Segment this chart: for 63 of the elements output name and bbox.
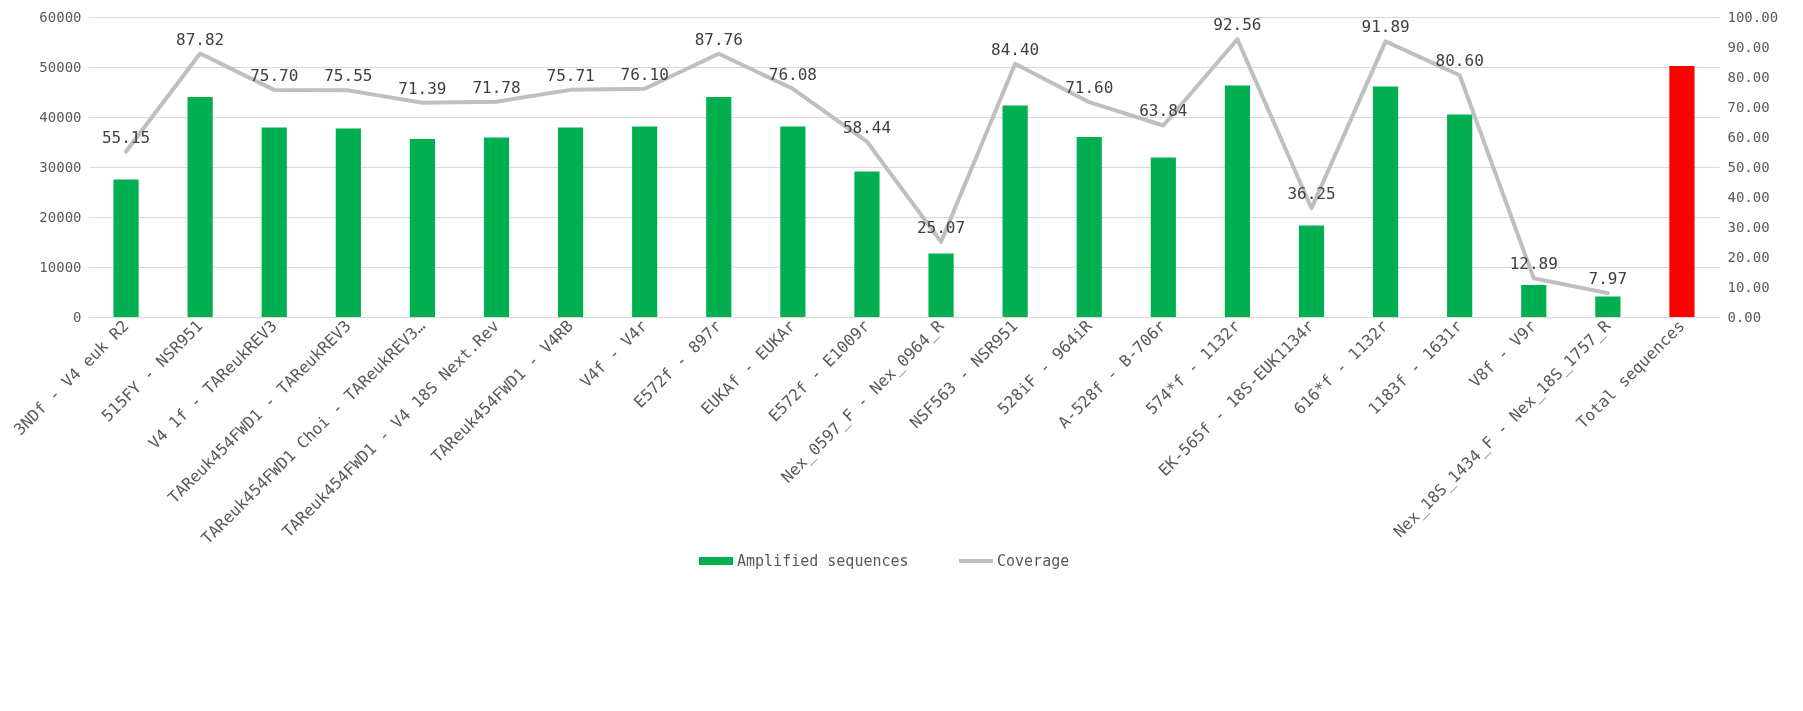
data-label: 84.40 bbox=[991, 39, 1040, 59]
bar bbox=[1595, 296, 1621, 317]
y-tick-label: 30000 bbox=[39, 158, 82, 175]
bar bbox=[558, 127, 584, 317]
bar bbox=[187, 97, 213, 317]
y2-tick-label: 10.00 bbox=[1727, 278, 1770, 295]
data-label: 76.08 bbox=[768, 64, 817, 84]
data-label: 87.76 bbox=[694, 29, 743, 49]
data-label: 80.60 bbox=[1435, 51, 1484, 71]
bar bbox=[1224, 85, 1250, 317]
bar bbox=[1298, 225, 1325, 317]
y2-tick-label: 80.00 bbox=[1727, 68, 1770, 85]
bar bbox=[483, 137, 510, 317]
y-tick-label: 10000 bbox=[39, 258, 82, 275]
y2-tick-label: 100.00 bbox=[1727, 8, 1779, 25]
bar bbox=[409, 139, 435, 317]
bar bbox=[1150, 157, 1176, 317]
data-label: 71.60 bbox=[1065, 78, 1114, 98]
y2-tick-label: 60.00 bbox=[1727, 128, 1770, 145]
data-label: 76.10 bbox=[620, 64, 669, 84]
y2-tick-label: 30.00 bbox=[1727, 218, 1770, 235]
data-label: 75.70 bbox=[250, 65, 299, 85]
data-label: 25.07 bbox=[916, 217, 966, 237]
bar bbox=[1373, 86, 1399, 317]
data-label: 36.25 bbox=[1287, 184, 1336, 204]
legend-label: Amplified sequences bbox=[737, 552, 909, 570]
y-tick-label: 50000 bbox=[39, 58, 82, 75]
bar bbox=[113, 179, 139, 317]
y2-tick-label: 20.00 bbox=[1727, 248, 1770, 265]
data-label: 63.84 bbox=[1139, 101, 1188, 121]
y-tick-label: 40000 bbox=[39, 108, 82, 125]
y2-tick-label: 40.00 bbox=[1727, 188, 1770, 205]
bar bbox=[928, 253, 954, 317]
bar bbox=[854, 171, 880, 317]
data-label: 7.97 bbox=[1588, 269, 1628, 289]
bar bbox=[1076, 137, 1102, 317]
y2-tick-label: 50.00 bbox=[1727, 158, 1770, 175]
bar bbox=[706, 97, 732, 317]
bar bbox=[261, 127, 287, 317]
data-label: 12.89 bbox=[1509, 254, 1558, 274]
data-label: 75.55 bbox=[324, 66, 373, 86]
bar bbox=[1521, 285, 1547, 317]
bar bbox=[780, 126, 806, 317]
bar bbox=[335, 128, 361, 317]
data-label: 55.15 bbox=[101, 127, 151, 147]
bar bbox=[1447, 114, 1473, 317]
bar bbox=[1669, 66, 1695, 317]
bar bbox=[632, 126, 658, 317]
y-tick-label: 60000 bbox=[39, 8, 82, 25]
data-label: 58.44 bbox=[842, 117, 892, 137]
data-label: 91.89 bbox=[1361, 17, 1410, 37]
y2-tick-label: 0.00 bbox=[1727, 308, 1762, 325]
legend-label: Coverage bbox=[997, 552, 1070, 570]
y-tick-label: 20000 bbox=[39, 208, 82, 225]
bar bbox=[1002, 105, 1028, 317]
data-label: 71.78 bbox=[472, 77, 521, 97]
y2-tick-label: 70.00 bbox=[1727, 98, 1770, 115]
data-label: 92.56 bbox=[1213, 15, 1262, 35]
y2-tick-label: 90.00 bbox=[1727, 38, 1770, 55]
y-tick-label: 0 bbox=[73, 308, 82, 325]
data-label: 75.71 bbox=[546, 65, 595, 85]
data-label: 87.82 bbox=[176, 29, 225, 49]
data-label: 71.39 bbox=[398, 78, 447, 98]
